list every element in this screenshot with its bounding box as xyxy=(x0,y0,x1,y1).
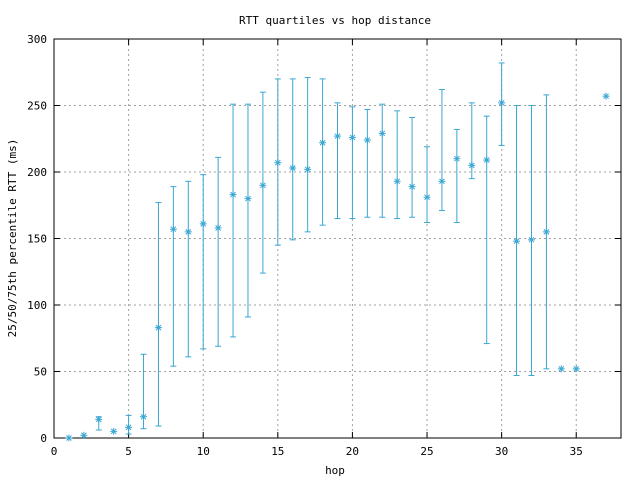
median-point-stroke xyxy=(110,428,117,435)
median-point-stroke xyxy=(155,324,162,331)
median-point xyxy=(199,220,207,228)
median-point-stroke xyxy=(95,416,102,423)
chart-title: RTT quartiles vs hop distance xyxy=(239,14,431,27)
median-point-stroke xyxy=(379,130,386,137)
median-point-stroke xyxy=(409,183,415,190)
median-point xyxy=(184,228,192,236)
data-series xyxy=(65,62,610,442)
axes: 0 50 100 150 200 250 300 0 5 10 15 20 25 30 35 xyxy=(27,33,621,458)
x-tick-label: 20 xyxy=(346,445,359,458)
y-tick-label: 50 xyxy=(34,366,47,379)
median-point xyxy=(527,236,535,244)
median-point-stroke xyxy=(170,226,177,233)
grid-lines xyxy=(54,39,621,438)
median-point xyxy=(65,434,73,442)
median-point xyxy=(498,99,506,107)
median-point xyxy=(289,164,297,172)
median-point xyxy=(304,165,312,173)
x-tick-label: 25 xyxy=(420,445,433,458)
median-point-stroke xyxy=(319,139,326,146)
median-point xyxy=(125,423,133,431)
median-point-stroke xyxy=(274,159,281,166)
median-point-stroke xyxy=(394,178,401,185)
x-tick-label: 5 xyxy=(125,445,132,458)
x-tick-label: 0 xyxy=(51,445,58,458)
median-point xyxy=(334,132,341,140)
median-point xyxy=(348,133,356,141)
median-point xyxy=(259,181,267,189)
median-point xyxy=(408,183,416,191)
y-tick-label: 300 xyxy=(27,33,47,46)
x-tick-label: 15 xyxy=(271,445,284,458)
median-point-stroke xyxy=(498,99,505,106)
median-point-stroke xyxy=(603,93,609,100)
median-point-stroke xyxy=(454,155,460,162)
median-point-stroke xyxy=(334,133,341,139)
median-point xyxy=(169,225,177,233)
y-tick-label: 100 xyxy=(27,299,47,312)
y-tick-label: 0 xyxy=(40,432,47,445)
median-point xyxy=(438,177,446,185)
y-tick-label: 150 xyxy=(27,233,47,246)
x-axis-label: hop xyxy=(325,464,345,477)
median-point xyxy=(453,155,461,163)
median-point-stroke xyxy=(424,194,430,201)
median-point xyxy=(140,413,148,421)
median-point-stroke xyxy=(483,157,490,163)
median-point-stroke xyxy=(349,134,356,141)
median-point-stroke xyxy=(543,228,550,235)
median-point-stroke xyxy=(513,238,520,245)
x-tick-label: 35 xyxy=(570,445,583,458)
median-point xyxy=(363,136,371,144)
y-axis-label: 25/50/75th percentile RTT (ms) xyxy=(6,139,19,338)
median-point-stroke xyxy=(140,413,147,420)
median-point-stroke xyxy=(215,225,221,231)
median-point-stroke xyxy=(66,435,72,441)
median-point xyxy=(557,365,565,373)
median-point xyxy=(572,365,580,373)
median-point xyxy=(244,195,252,203)
median-point-stroke xyxy=(573,365,580,372)
median-point xyxy=(274,159,282,167)
median-point-stroke xyxy=(185,228,192,235)
median-point-stroke xyxy=(245,195,251,202)
x-tick-label: 30 xyxy=(495,445,508,458)
median-point-stroke xyxy=(468,162,475,169)
y-tick-label: 200 xyxy=(27,166,47,179)
median-point xyxy=(110,427,118,435)
median-point xyxy=(513,237,521,245)
median-point xyxy=(214,224,222,232)
median-point-stroke xyxy=(80,432,87,439)
median-point-stroke xyxy=(260,182,266,189)
median-point-stroke xyxy=(364,137,371,143)
median-point-stroke xyxy=(304,166,311,173)
x-tick-label: 10 xyxy=(197,445,210,458)
median-point-stroke xyxy=(289,165,296,171)
median-point xyxy=(602,92,610,100)
median-point xyxy=(319,139,327,147)
median-point-stroke xyxy=(200,221,207,227)
median-point-stroke xyxy=(528,236,535,243)
median-point-stroke xyxy=(125,424,132,431)
median-point xyxy=(542,228,550,236)
median-point xyxy=(468,161,476,169)
median-point xyxy=(229,191,237,199)
median-point xyxy=(483,156,491,164)
median-point-stroke xyxy=(230,191,236,198)
median-point xyxy=(423,193,431,201)
median-point-stroke xyxy=(558,365,565,372)
median-point-stroke xyxy=(439,178,445,185)
median-point xyxy=(95,415,103,423)
median-point xyxy=(154,324,162,332)
y-tick-label: 250 xyxy=(27,100,47,113)
median-point xyxy=(393,177,401,185)
median-point xyxy=(378,129,386,137)
median-point xyxy=(80,431,88,439)
